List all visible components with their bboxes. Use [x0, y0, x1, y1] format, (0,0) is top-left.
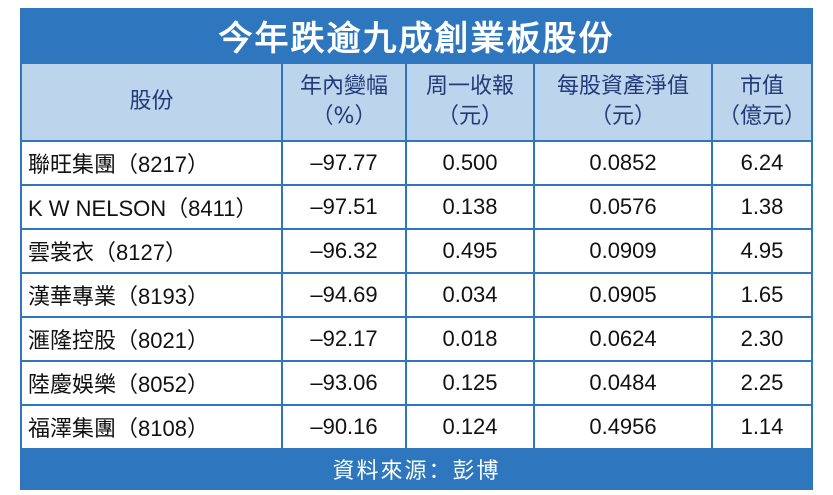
column-divider — [405, 186, 407, 228]
table-row: 滙隆控股（8021） –92.17 0.018 0.0624 2.30 — [22, 318, 811, 360]
header-unit: （元） — [436, 104, 503, 129]
table-row: 陸慶娛樂（8052） –93.06 0.125 0.0484 2.25 — [22, 362, 811, 404]
column-divider — [281, 362, 283, 404]
cell-nav: 0.0484 — [589, 370, 657, 395]
column-divider — [711, 142, 713, 184]
column-divider — [711, 406, 713, 448]
column-divider — [281, 406, 283, 448]
cell-name: 陸慶娛樂（8052） — [28, 372, 209, 397]
cell-cap: 6.24 — [740, 150, 784, 175]
cell-close: 0.500 — [442, 150, 498, 175]
cell-close: 0.495 — [442, 238, 498, 263]
cell-nav: 0.0852 — [589, 150, 657, 175]
cell-change: –94.69 — [310, 282, 378, 307]
source-note: 資料來源：彭博 — [332, 459, 501, 484]
header-label: 股份 — [129, 89, 174, 114]
header-market-cap: 市值 （億元） — [713, 64, 811, 140]
table-row: K W NELSON（8411） –97.51 0.138 0.0576 1.38 — [22, 186, 811, 228]
header-label: 周一收報 — [425, 74, 514, 99]
cell-name: 雲裳衣（8127） — [28, 240, 187, 265]
column-divider — [281, 274, 283, 316]
column-divider — [281, 186, 283, 228]
cell-cap: 2.25 — [740, 370, 784, 395]
column-divider — [533, 406, 535, 448]
column-divider — [405, 230, 407, 272]
header-stock: 股份 — [22, 64, 281, 140]
column-divider — [533, 186, 535, 228]
table-row: 聯旺集團（8217） –97.77 0.500 0.0852 6.24 — [22, 142, 811, 184]
cell-close: 0.138 — [442, 194, 498, 219]
column-divider — [405, 318, 407, 360]
column-divider — [533, 274, 535, 316]
header-monday-close: 周一收報 （元） — [407, 64, 533, 140]
cell-cap: 4.95 — [740, 238, 784, 263]
cell-nav: 0.0624 — [589, 326, 657, 351]
column-divider — [711, 186, 713, 228]
cell-change: –96.32 — [310, 238, 378, 263]
cell-nav: 0.0576 — [589, 194, 657, 219]
column-divider — [711, 274, 713, 316]
column-divider — [405, 274, 407, 316]
cell-nav: 0.0905 — [589, 282, 657, 307]
column-divider — [281, 142, 283, 184]
cell-change: –92.17 — [310, 326, 378, 351]
table-frame: 今年跌逾九成創業板股份 股份 年內變幅 （%） 周一收報 （元） 每股資產淨值 （元） 市值 （… — [20, 8, 813, 490]
header-nav-per-share: 每股資產淨值 （元） — [535, 64, 711, 140]
header-label: 年內變幅 — [299, 74, 388, 99]
header-unit: （%） — [311, 104, 377, 129]
column-divider — [533, 318, 535, 360]
column-divider — [281, 230, 283, 272]
cell-change: –93.06 — [310, 370, 378, 395]
cell-name: 聯旺集團（8217） — [28, 152, 209, 177]
table-row: 雲裳衣（8127） –96.32 0.495 0.0909 4.95 — [22, 230, 811, 272]
column-divider — [405, 142, 407, 184]
table-title: 今年跌逾九成創業板股份 — [218, 19, 615, 59]
column-divider — [533, 142, 535, 184]
cell-close: 0.018 — [442, 326, 498, 351]
cell-nav: 0.4956 — [589, 414, 657, 439]
cell-close: 0.124 — [442, 414, 498, 439]
column-divider — [711, 318, 713, 360]
column-divider — [711, 230, 713, 272]
table-row: 福澤集團（8108） –90.16 0.124 0.4956 1.14 — [22, 406, 811, 448]
header-ytd-change: 年內變幅 （%） — [283, 64, 405, 140]
header-unit: （億元） — [717, 104, 806, 129]
cell-cap: 1.38 — [740, 194, 784, 219]
column-divider — [533, 362, 535, 404]
column-divider — [533, 230, 535, 272]
column-divider — [405, 362, 407, 404]
column-divider — [281, 318, 283, 360]
header-label: 每股資產淨值 — [556, 74, 689, 99]
cell-close: 0.034 — [442, 282, 498, 307]
cell-change: –97.51 — [310, 194, 378, 219]
table-row: 漢華專業（8193） –94.69 0.034 0.0905 1.65 — [22, 274, 811, 316]
cell-change: –97.77 — [310, 150, 378, 175]
header-label: 市值 — [739, 74, 784, 99]
cell-cap: 1.14 — [740, 414, 784, 439]
cell-cap: 2.30 — [740, 326, 784, 351]
column-divider — [405, 406, 407, 448]
cell-name: K W NELSON（8411） — [28, 196, 258, 221]
cell-close: 0.125 — [442, 370, 498, 395]
cell-change: –90.16 — [310, 414, 378, 439]
cell-name: 福澤集團（8108） — [28, 416, 209, 441]
cell-name: 滙隆控股（8021） — [28, 328, 209, 353]
cell-name: 漢華專業（8193） — [28, 284, 209, 309]
column-divider — [711, 362, 713, 404]
cell-cap: 1.65 — [740, 282, 784, 307]
header-unit: （元） — [589, 104, 656, 129]
cell-nav: 0.0909 — [589, 238, 657, 263]
